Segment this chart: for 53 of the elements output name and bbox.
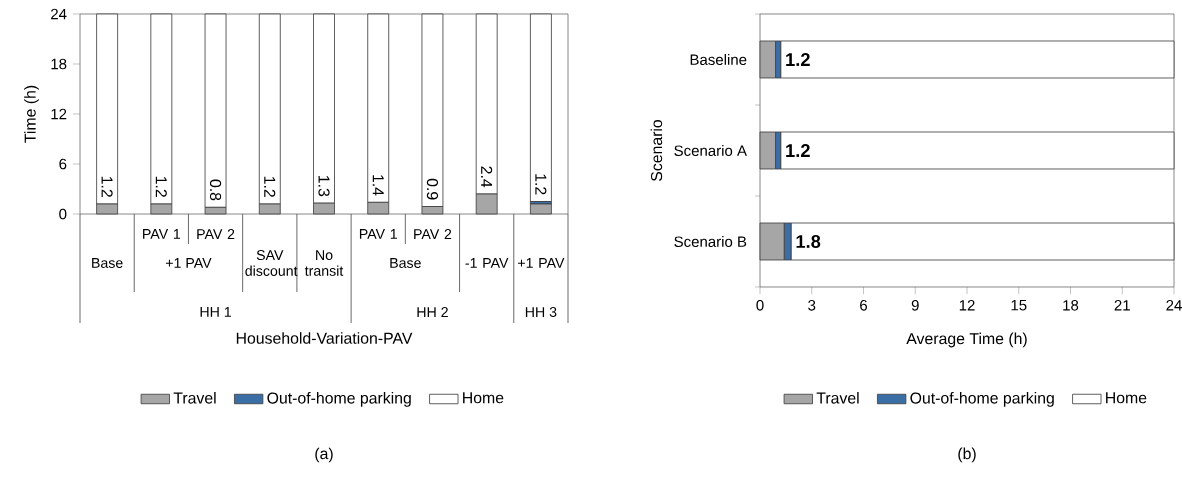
x-tick-label: -1 PAV <box>465 258 509 268</box>
y-tick-label: 12 <box>51 108 67 120</box>
data-label: 1.2 <box>155 176 167 197</box>
y-tick-label: 24 <box>51 8 67 20</box>
legend-label: Out-of-home parking <box>910 392 1054 407</box>
text: HH 1 <box>200 307 231 317</box>
y-tick-label: Baseline <box>690 53 747 66</box>
annotation: 1.8 <box>796 235 821 248</box>
legend-label: Home <box>1106 392 1147 404</box>
legend-label: Home <box>463 392 504 404</box>
legend-label: Travel <box>173 392 216 404</box>
x-tick-label: No transit <box>304 250 344 276</box>
x-tick-label: 24 <box>1166 299 1182 311</box>
y-axis-title: Time (h) <box>24 85 39 143</box>
data-label: 1.2 <box>535 174 547 195</box>
x-tick-label: Base <box>92 258 123 268</box>
text: HH 2 <box>417 307 448 317</box>
x-tick-label: SAV discount <box>245 250 298 276</box>
y-tick-label: Scenario B <box>674 235 747 248</box>
x-tick-label: PAV 2 <box>197 229 235 239</box>
x-axis-title: Average Time (h) <box>906 332 1027 348</box>
legend-label: Travel <box>816 392 859 404</box>
x-tick-label: 18 <box>1063 299 1079 311</box>
annotation: 1.2 <box>786 53 810 66</box>
x-tick-label: PAV 1 <box>359 229 397 239</box>
x-tick-label: 21 <box>1114 299 1130 311</box>
x-tick-label: PAV 2 <box>414 229 452 239</box>
text: (a) <box>315 447 333 463</box>
x-tick-label: 3 <box>808 299 816 311</box>
text: HH 3 <box>525 307 557 318</box>
data-label: 1.4 <box>372 175 384 196</box>
x-tick-label: 9 <box>911 299 919 311</box>
data-label: 1.3 <box>318 176 330 197</box>
data-label: 0.8 <box>209 179 222 201</box>
y-tick-label: 18 <box>51 58 67 70</box>
y-tick-label: 0 <box>59 208 67 220</box>
x-tick-label: PAV 1 <box>143 229 181 239</box>
data-label: 1.2 <box>264 176 276 197</box>
data-label: 2.4 <box>481 166 493 188</box>
data-label: 1.2 <box>101 176 113 197</box>
y-tick-label: 6 <box>59 158 67 170</box>
y-tick-label: Scenario A <box>674 144 747 157</box>
y-axis-title: Scenario <box>650 119 663 182</box>
legend-label: Out-of-home parking <box>267 392 411 407</box>
x-axis-title: Household-Variation-PAV <box>236 332 413 344</box>
x-tick-label: 0 <box>756 299 764 311</box>
x-tick-label: 15 <box>1011 300 1027 311</box>
text: (b) <box>958 447 976 463</box>
x-tick-label: +1 PAV <box>518 258 565 268</box>
x-tick-label: 6 <box>860 299 868 311</box>
data-label: 0.9 <box>426 178 439 200</box>
annotation: 1.2 <box>786 144 810 157</box>
x-tick-label: 12 <box>959 299 975 311</box>
